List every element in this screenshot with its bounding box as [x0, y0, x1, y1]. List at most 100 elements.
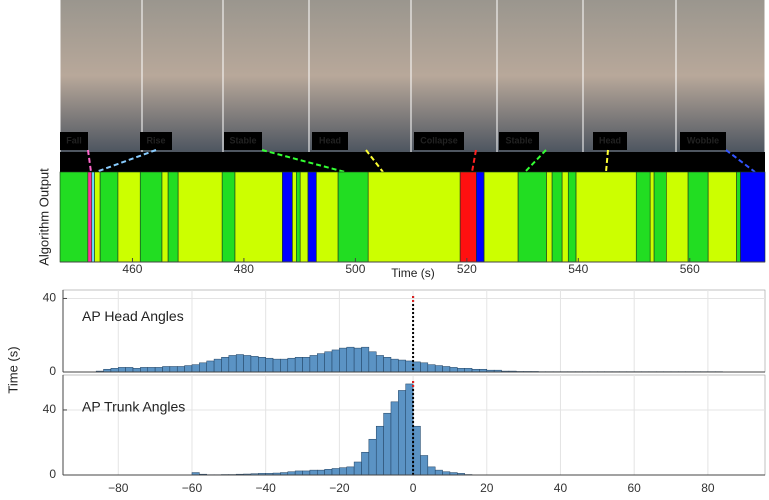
- frame-label: Collapse: [420, 135, 458, 145]
- x-tick-label: −40: [255, 481, 276, 495]
- frame-label: Wobble: [687, 135, 719, 145]
- frame-label: Rise: [146, 135, 165, 145]
- histogram-bar: [324, 351, 333, 373]
- frame-label: Head: [599, 135, 621, 145]
- histogram-bar: [309, 469, 318, 476]
- connector: [471, 149, 477, 173]
- state-segment: [459, 171, 477, 263]
- video-frames: Fall Rise Stable Head Collapse Stable Head Wobb…: [60, 0, 765, 152]
- plot-area: [62, 289, 766, 373]
- y-tick-label: 40: [43, 291, 57, 305]
- histogram-bar: [361, 346, 370, 373]
- state-segment: [292, 171, 297, 263]
- state-segment: [221, 171, 236, 263]
- histogram-bar: [449, 367, 458, 373]
- histogram-bar: [331, 349, 340, 373]
- histogram-bar: [324, 469, 333, 476]
- state-segment: [117, 171, 141, 263]
- histogram-bar: [132, 368, 141, 373]
- histogram-bar: [427, 466, 436, 476]
- panel-title: AP Head Angles: [82, 308, 184, 324]
- state-segment: [87, 171, 93, 263]
- histogram-bar: [383, 357, 392, 373]
- histogram-bar: [353, 347, 362, 373]
- histogram-bar: [375, 425, 384, 476]
- connector: [605, 149, 609, 173]
- connector: [365, 149, 384, 173]
- histogram-bar: [228, 355, 237, 373]
- frame-label-box: [224, 132, 262, 150]
- y-tick-label: 0: [49, 467, 56, 481]
- histogram-bar: [398, 359, 406, 373]
- frame-label-box: [680, 132, 726, 150]
- histogram-bar: [154, 367, 163, 373]
- histogram-bar: [147, 367, 156, 373]
- frame-label-box: [499, 132, 539, 150]
- y-tick-label: 40: [43, 402, 57, 416]
- state-segment: [282, 171, 293, 263]
- state-segment: [476, 171, 485, 263]
- state-segment: [561, 171, 569, 263]
- histogram-bar: [427, 364, 436, 373]
- state-segment: [316, 171, 339, 263]
- state-segment: [139, 171, 163, 263]
- state-segment: [177, 171, 223, 263]
- histogram-bar: [118, 367, 126, 373]
- video-frame: [309, 0, 411, 152]
- state-segment: [296, 171, 301, 263]
- state-segment: [167, 171, 179, 263]
- y-axis-label: Algorithm Output: [36, 168, 51, 266]
- histogram-bar: [265, 357, 274, 373]
- histogram-bar: [412, 361, 421, 373]
- histogram-bar: [294, 357, 303, 373]
- x-tick-label: 480: [234, 262, 254, 276]
- state-segment: [161, 171, 169, 263]
- video-frame: [223, 0, 309, 152]
- histogram-bar: [368, 351, 377, 373]
- video-frame: [676, 0, 765, 152]
- histogram-bar: [184, 365, 193, 373]
- histogram-bar: [420, 455, 429, 476]
- x-tick-label: −20: [329, 481, 350, 495]
- histogram-bar: [339, 467, 347, 476]
- histogram-bar: [287, 357, 296, 373]
- histogram-bar: [317, 353, 325, 373]
- histogram-bar: [390, 401, 399, 476]
- histogram-bar: [221, 357, 230, 373]
- histogram-bar: [346, 466, 355, 476]
- state-segment: [94, 171, 101, 263]
- histogram-bar: [125, 367, 134, 373]
- x-tick-label: 20: [480, 481, 494, 495]
- state-segment: [649, 171, 655, 263]
- x-tick-label: 520: [457, 262, 477, 276]
- state-segment: [367, 171, 461, 263]
- state-segment: [99, 171, 119, 263]
- x-tick-label: −80: [108, 481, 129, 495]
- video-frame: [142, 0, 223, 152]
- y-axis-label: Time (s): [5, 346, 20, 393]
- frame-label-box: [312, 132, 348, 150]
- histogram-bar: [317, 469, 325, 476]
- histogram-bar: [390, 358, 399, 373]
- x-tick-label: 60: [628, 481, 642, 495]
- state-segment: [337, 171, 369, 263]
- state-segment: [546, 171, 553, 263]
- histogram-bar: [206, 360, 215, 373]
- frame-label-box: [593, 132, 627, 150]
- histogram-bar: [302, 470, 311, 476]
- histogram-bar: [375, 355, 384, 373]
- state-segment: [307, 171, 317, 263]
- histogram-bar: [405, 360, 414, 373]
- state-segment: [635, 171, 651, 263]
- frame-label-box: [140, 132, 172, 150]
- strip-header: [60, 152, 765, 172]
- x-tick-label: 0: [410, 481, 417, 495]
- frame-label-box: [414, 132, 464, 150]
- x-tick-label: 560: [680, 262, 700, 276]
- panel-title: AP Trunk Angles: [82, 399, 185, 415]
- state-segment: [707, 171, 737, 263]
- x-tick-label: −60: [182, 481, 203, 495]
- state-segment: [91, 171, 95, 263]
- histogram-bar: [199, 362, 207, 373]
